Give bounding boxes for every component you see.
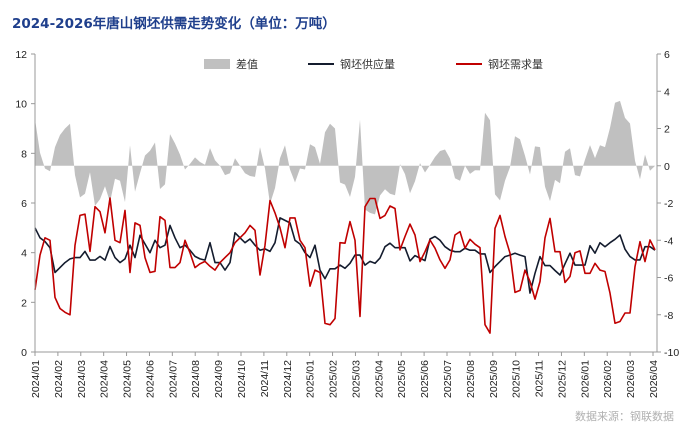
x-tick-label: 2024/12 — [282, 360, 294, 398]
right-tick-label: -6 — [664, 273, 673, 285]
x-tick-label: 2025/08 — [465, 360, 477, 398]
left-tick-label: 4 — [21, 248, 27, 260]
legend-label: 钢坯需求量 — [488, 58, 543, 71]
x-tick-label: 2024/10 — [236, 360, 248, 398]
x-tick-label: 2025/06 — [419, 360, 431, 398]
left-tick-label: 8 — [21, 148, 27, 160]
left-tick-label: 0 — [21, 347, 27, 359]
x-tick-label: 2024/07 — [167, 360, 179, 398]
x-tick-label: 2024/11 — [259, 360, 271, 397]
x-tick-label: 2024/05 — [122, 360, 134, 398]
chart-title: 2024-2026年唐山钢坯供需走势变化（单位：万吨） — [12, 16, 336, 32]
left-tick-label: 12 — [15, 49, 27, 61]
x-tick-label: 2025/07 — [442, 360, 454, 398]
demand-line — [34, 197, 656, 334]
legend-swatch-difference — [204, 59, 230, 69]
x-tick-label: 2024/06 — [144, 360, 156, 398]
right-tick-label: -2 — [664, 198, 673, 210]
legend-label: 钢坯供应量 — [340, 57, 395, 71]
x-tick-label: 2025/02 — [328, 360, 340, 398]
right-tick-label: 2 — [664, 124, 670, 136]
left-tick-label: 6 — [21, 198, 27, 210]
x-tick-label: 2025/09 — [488, 360, 500, 398]
x-tick-label: 2025/11 — [534, 360, 546, 397]
data-source: 数据来源：钢联数据 — [575, 410, 674, 423]
right-tick-label: 6 — [664, 49, 670, 61]
x-tick-label: 2025/01 — [305, 360, 317, 398]
x-tick-label: 2024/02 — [53, 360, 65, 398]
x-tick-label: 2024/01 — [30, 360, 42, 398]
x-tick-label: 2025/04 — [373, 360, 385, 398]
x-tick-label: 2025/03 — [350, 360, 362, 398]
x-tick-label: 2026/01 — [579, 360, 591, 398]
x-tick-label: 2026/04 — [648, 360, 660, 398]
x-tick-label: 2024/08 — [190, 360, 202, 398]
difference-area — [35, 100, 655, 215]
right-tick-label: 0 — [664, 161, 670, 173]
left-tick-label: 2 — [21, 297, 27, 309]
x-tick-label: 2025/12 — [556, 360, 568, 398]
x-tick-label: 2026/02 — [602, 360, 614, 398]
right-tick-label: -4 — [664, 235, 673, 247]
x-tick-label: 2025/05 — [396, 360, 408, 398]
left-tick-label: 10 — [15, 99, 27, 111]
supply-line — [34, 217, 656, 294]
right-tick-label: -8 — [664, 310, 673, 322]
right-tick-label: -10 — [664, 347, 679, 359]
x-tick-label: 2024/09 — [213, 360, 225, 398]
right-tick-label: 4 — [664, 86, 670, 98]
x-tick-label: 2024/03 — [76, 360, 88, 398]
x-tick-label: 2025/10 — [511, 360, 523, 398]
legend-label: 差值 — [236, 57, 258, 71]
x-tick-label: 2024/04 — [99, 360, 111, 398]
x-tick-label: 2026/03 — [625, 360, 637, 398]
